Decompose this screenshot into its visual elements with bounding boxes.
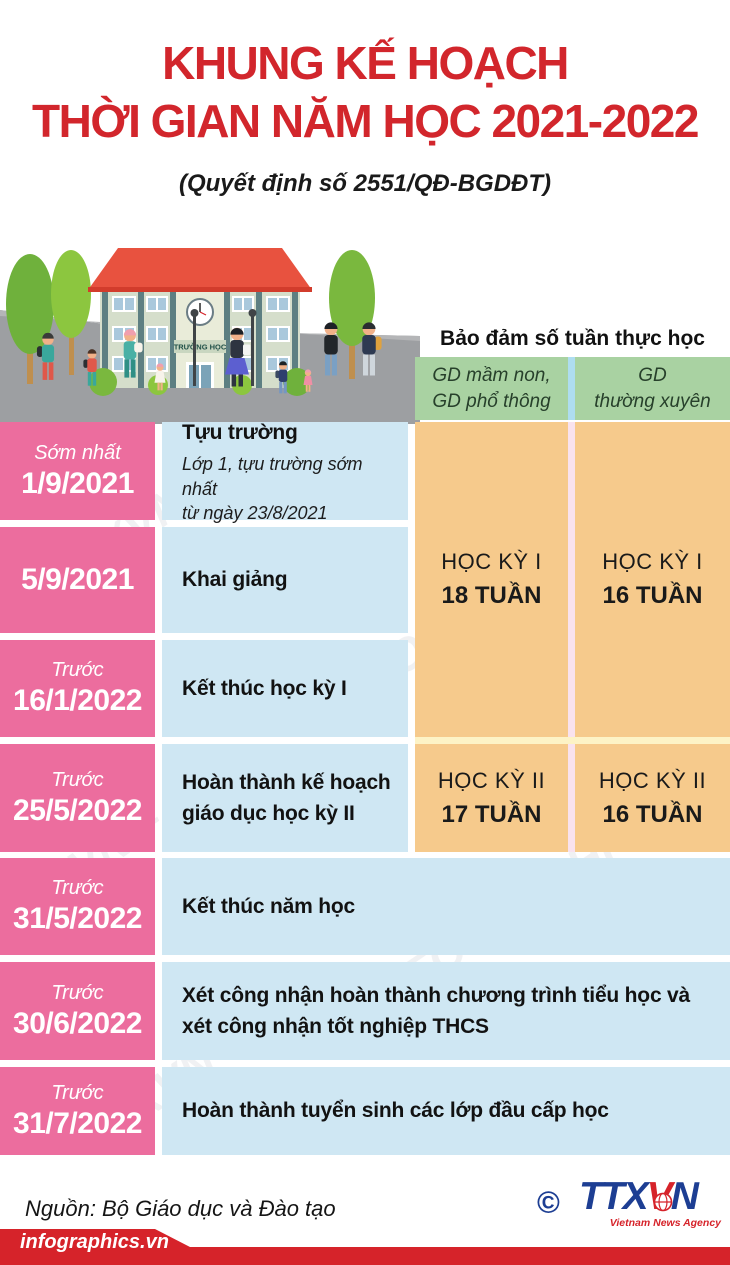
table-row-content: Hoàn thành kế hoạch giáo dục học kỳ II	[162, 744, 408, 852]
ttxvn-wordmark: TTXVN	[579, 1175, 699, 1218]
semester-horizontal-divider	[415, 737, 730, 744]
table-row-date: Trước 25/5/2022	[0, 744, 155, 852]
wordmark-n: N	[670, 1175, 699, 1218]
date-prefix: Trước	[51, 877, 104, 899]
roof	[88, 248, 312, 290]
event-title: Hoàn thành kế hoạch giáo dục học kỳ II	[182, 770, 391, 826]
date-value: 25/5/2022	[13, 793, 142, 827]
table-row-date: Trước 30/6/2022	[0, 962, 155, 1060]
table-row-content: Tựu trường Lớp 1, tựu trường sớm nhất từ…	[162, 421, 408, 523]
lamp-post	[190, 309, 257, 386]
page-title-line2: THỜI GIAN NĂM HỌC 2021-2022	[32, 95, 699, 147]
event-title: Xét công nhận hoàn thành chương trình ti…	[182, 983, 691, 1039]
semester-vertical-divider	[568, 422, 575, 852]
event-title: Hoàn thành tuyển sinh các lớp đầu cấp họ…	[182, 1099, 609, 1123]
semester1-mamnon-cell: HỌC KỲ I 18 TUẦN	[415, 422, 568, 737]
pedestrians	[36, 322, 382, 394]
column-header-thuong-xuyen: GD thường xuyên	[575, 357, 730, 420]
page-title-line1: KHUNG KẾ HOẠCH	[162, 37, 569, 89]
date-value: 5/9/2021	[21, 563, 134, 596]
table-row-content: Kết thúc năm học	[162, 858, 730, 955]
school-scene-illustration: TRƯỜNG HỌC	[0, 248, 420, 424]
table-row-content: Khai giảng	[162, 527, 408, 633]
weeks-header-title: Bảo đảm số tuần thực học	[440, 327, 705, 350]
date-value: 31/7/2022	[13, 1106, 142, 1140]
agency-caption: Vietnam News Agency	[609, 1217, 721, 1229]
school-sign: TRƯỜNG HỌC	[174, 340, 227, 353]
semester-label: HỌC KỲ II	[598, 767, 707, 793]
semester-weeks: 16 TUẦN	[602, 800, 703, 828]
school-building: TRƯỜNG HỌC	[88, 248, 312, 388]
column-header-line: GD phổ thông	[432, 390, 551, 412]
date-prefix: Trước	[51, 1081, 104, 1104]
date-prefix: Trước	[51, 768, 104, 791]
semester-weeks: 17 TUẦN	[441, 800, 542, 828]
table-row-date: Trước 31/7/2022	[0, 1067, 155, 1155]
semester1-thuongxuyen-cell: HỌC KỲ I 16 TUẦN	[575, 422, 730, 737]
date-prefix: Trước	[51, 659, 104, 681]
tree	[6, 250, 375, 384]
event-note-line: từ ngày 23/8/2021	[182, 502, 328, 523]
school-sign-label: TRƯỜNG HỌC	[174, 343, 227, 352]
table-row-content: Kết thúc học kỳ I	[162, 640, 408, 737]
infographics-brand-link[interactable]: infographics.vn	[20, 1231, 169, 1253]
source-credit: Nguồn: Bộ Giáo dục và Đào tạo	[25, 1196, 336, 1221]
column-header-line: GD	[638, 364, 667, 386]
date-prefix: Trước	[51, 981, 104, 1004]
table-row-date: Trước 16/1/2022	[0, 640, 155, 737]
event-title: Tựu trường	[182, 420, 298, 444]
event-title: Khai giảng	[182, 568, 288, 592]
semester-weeks: 16 TUẦN	[602, 582, 703, 609]
semester-label: HỌC KỲ I	[441, 549, 542, 574]
semester-label: HỌC KỲ I	[602, 549, 703, 574]
copyright-icon: ©	[537, 1185, 560, 1220]
globe-icon	[653, 1192, 673, 1212]
event-note-line: Lớp 1, tựu trường sớm nhất	[182, 454, 363, 499]
date-value: 16/1/2022	[13, 684, 142, 717]
table-row-date: Trước 31/5/2022	[0, 858, 155, 955]
column-header-mam-non-pho-thong: GD mầm non, GD phổ thông	[415, 357, 568, 420]
date-value: 30/6/2022	[13, 1006, 142, 1040]
table-row-date: 5/9/2021	[0, 527, 155, 633]
wordmark-ttx: TTX	[579, 1175, 649, 1218]
semester2-thuongxuyen-cell: HỌC KỲ II 16 TUẦN	[575, 744, 730, 852]
column-header-line: GD mầm non,	[432, 364, 551, 386]
semester2-mamnon-cell: HỌC KỲ II 17 TUẦN	[415, 744, 568, 852]
event-title: Kết thúc học kỳ I	[182, 676, 347, 700]
date-value: 31/5/2022	[13, 902, 142, 935]
event-note: Lớp 1, tựu trường sớm nhất từ ngày 23/8/…	[182, 452, 400, 525]
semester-weeks: 18 TUẦN	[441, 582, 542, 609]
date-value: 1/9/2021	[21, 466, 134, 500]
event-title: Kết thúc năm học	[182, 894, 355, 918]
decision-subtitle: (Quyết định số 2551/QĐ-BGDĐT)	[178, 170, 552, 197]
table-row-date: Sớm nhất 1/9/2021	[0, 422, 155, 520]
table-row-content: Xét công nhận hoàn thành chương trình ti…	[162, 962, 730, 1060]
column-header-divider	[568, 357, 575, 420]
semester-label: HỌC KỲ II	[437, 767, 546, 793]
table-row-content: Hoàn thành tuyển sinh các lớp đầu cấp họ…	[162, 1067, 730, 1155]
ttxvn-logo: © TTXVN Vietnam News Agency	[537, 1176, 722, 1236]
date-prefix: Sớm nhất	[34, 441, 121, 464]
column-header-line: thường xuyên	[594, 390, 711, 412]
